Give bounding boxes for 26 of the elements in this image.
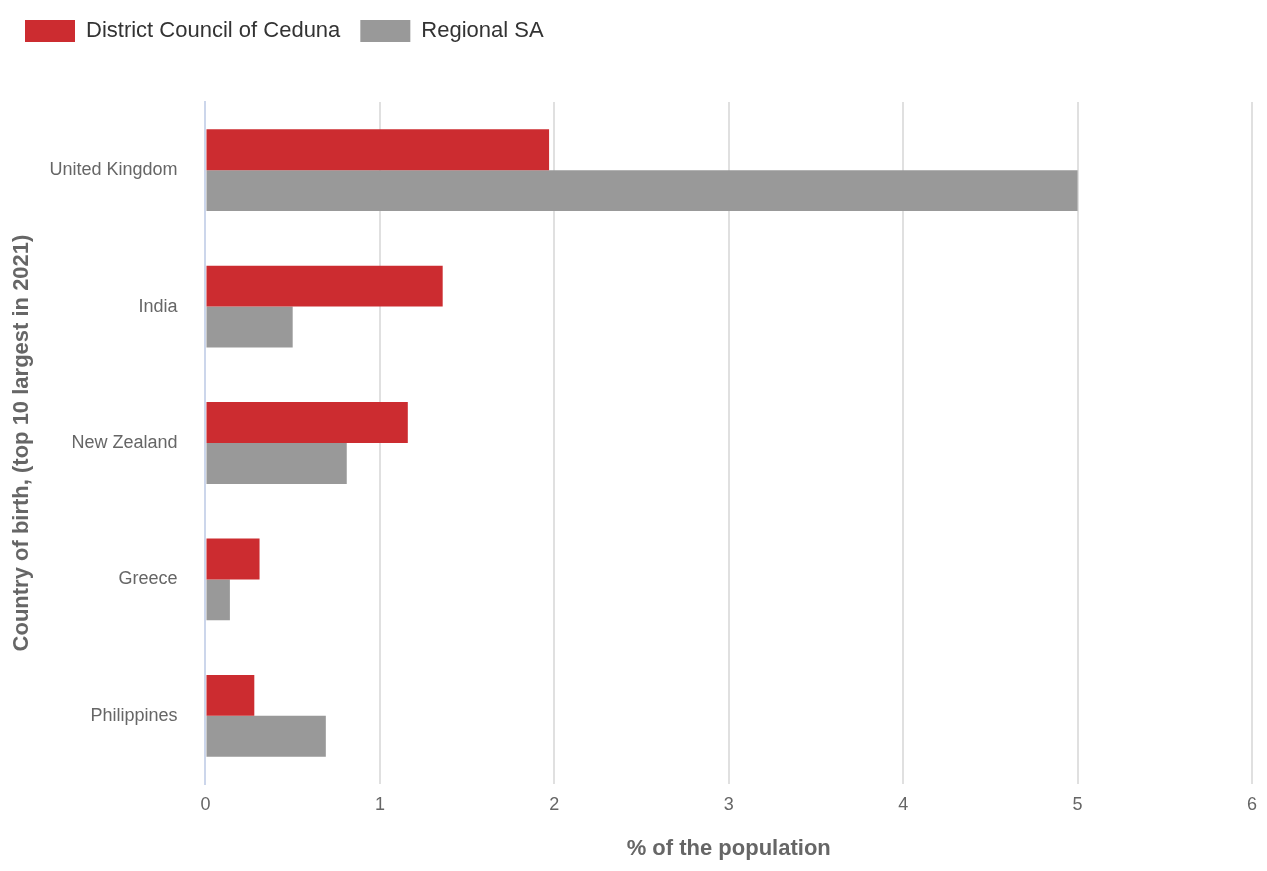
bar <box>206 402 408 443</box>
x-tick-label: 3 <box>723 793 734 814</box>
x-tick-label: 4 <box>898 793 909 814</box>
legend-label: Regional SA <box>421 17 544 43</box>
bar <box>206 674 255 716</box>
x-tick-label: 6 <box>1246 793 1257 814</box>
y-tick-label: United Kingdom <box>49 159 178 180</box>
bar <box>206 579 230 621</box>
bar <box>206 715 326 757</box>
legend-label: District Council of Ceduna <box>86 17 342 43</box>
x-axis-title: % of the population <box>626 834 831 860</box>
bar <box>206 306 293 348</box>
y-tick-label: Greece <box>118 568 178 589</box>
y-tick-label: India <box>138 295 179 316</box>
bar <box>206 538 260 580</box>
x-tick-label: 2 <box>549 793 560 814</box>
bar <box>206 443 347 484</box>
x-tick-label: 0 <box>200 793 211 814</box>
bar <box>206 265 443 307</box>
y-tick-label: New Zealand <box>71 431 178 452</box>
bar <box>206 129 550 171</box>
x-tick-label: 1 <box>374 793 385 814</box>
bar <box>206 170 1078 212</box>
y-axis-title: Country of birth, (top 10 largest in 2021) <box>8 234 34 652</box>
x-tick-label: 5 <box>1072 793 1083 814</box>
y-tick-label: Philippines <box>90 704 178 725</box>
